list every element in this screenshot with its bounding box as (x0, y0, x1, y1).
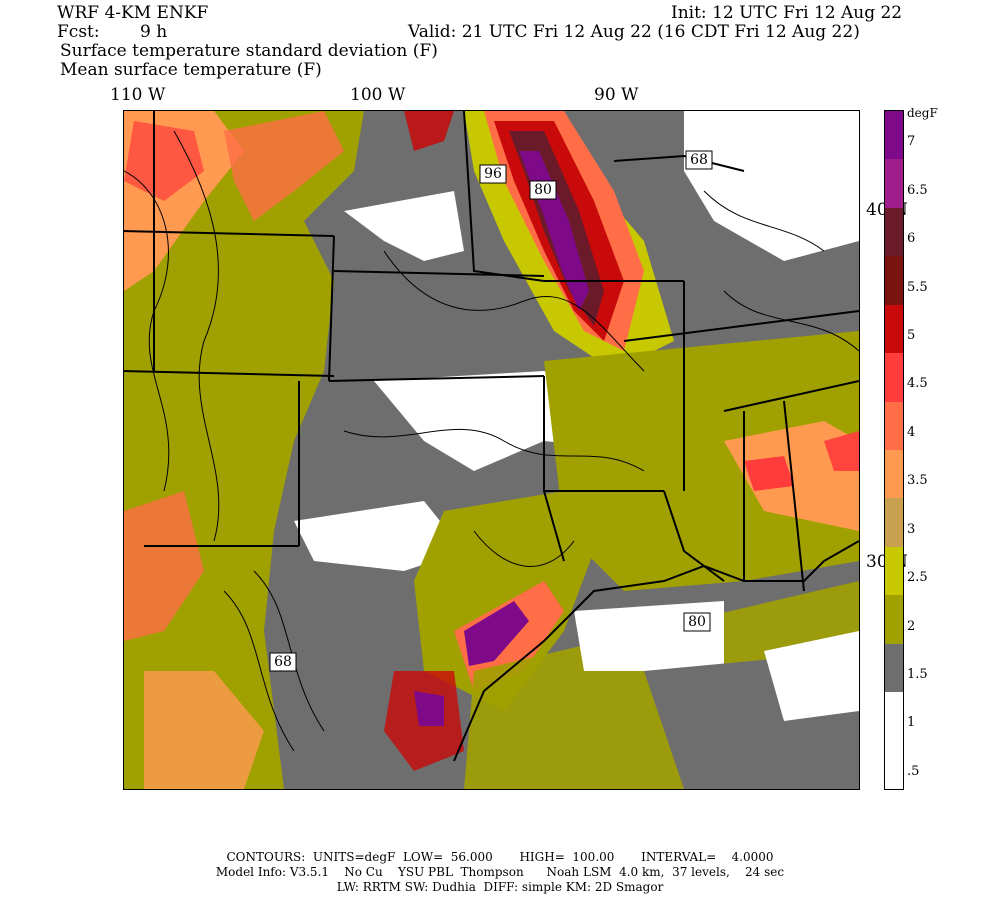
colorbar-segment (885, 111, 903, 160)
shade-north-red (404, 111, 454, 151)
colorbar (884, 110, 904, 790)
colorbar-segment (885, 401, 903, 450)
shade-nw-red (124, 121, 204, 201)
colorbar-segment (885, 595, 903, 644)
colorbar-tick-label: 2 (907, 618, 916, 634)
shade-white-ne (684, 111, 859, 261)
init-time: Init: 12 UTC Fri 12 Aug 22 (671, 3, 903, 23)
shade-gulf-white (574, 601, 724, 671)
colorbar-title: degF (907, 106, 938, 120)
forecast-hour: 9 h (140, 22, 168, 42)
colorbar-segment (885, 450, 903, 499)
shade-north-orange (224, 111, 344, 221)
colorbar-segment (885, 207, 903, 257)
shade-gulf-white-2 (764, 631, 859, 721)
state-boundaries (124, 111, 859, 592)
shade-texas-purple (464, 601, 529, 666)
shade-west-olive (124, 111, 364, 789)
colorbar-tick-label: 4.5 (907, 376, 928, 392)
colorbar-tick-label: 6 (907, 231, 916, 247)
shade-east-red (824, 431, 859, 471)
shade-white-1 (344, 191, 464, 261)
lon-label-100w: 100 W (350, 85, 406, 105)
shade-white-3 (294, 501, 464, 571)
colorbar-tick-label: 2.5 (907, 570, 928, 586)
colorbar-tick-label: 5.5 (907, 279, 928, 295)
contour-label-80-north: 80 (534, 182, 552, 198)
shade-se-red (744, 456, 794, 491)
footer-model-info: Model Info: V3.5.1 No Cu YSU PBL Thompso… (215, 865, 785, 879)
colorbar-tick-label: 3.5 (907, 473, 928, 489)
colorbar-tick-label: 6.5 (907, 182, 928, 198)
lon-label-110w: 110 W (110, 85, 166, 105)
footer-physics: LW: RRTM SW: Dudhia DIFF: simple KM: 2D … (336, 880, 664, 894)
colorbar-segment (885, 256, 903, 305)
footer-contours: CONTOURS: UNITS=degF LOW= 56.000 HIGH= 1… (226, 850, 774, 864)
temperature-contours (124, 130, 859, 752)
contour-label-68-south: 68 (274, 654, 292, 670)
colorbar-tick-label: 5 (907, 327, 916, 343)
colorbar-tick-label: 4 (907, 424, 916, 440)
field-title-shaded: Surface temperature standard deviation (… (60, 41, 438, 61)
model-title: WRF 4-KM ENKF (57, 3, 209, 23)
colorbar-segment (885, 498, 903, 547)
colorbar-tick-label: .5 (907, 763, 920, 779)
forecast-label: Fcst: (57, 22, 100, 42)
gulf-coastline (453, 540, 859, 762)
map-panel: 96 80 68 80 68 (123, 110, 860, 790)
colorbar-segment (885, 692, 903, 741)
colorbar-segment (885, 546, 903, 596)
colorbar-tick-label: 1.5 (907, 666, 928, 682)
colorbar-tick-label: 7 (907, 134, 916, 150)
shade-stx-purple (414, 691, 444, 726)
colorbar-segment (885, 740, 903, 789)
colorbar-tick-label: 3 (907, 521, 916, 537)
lon-label-90w: 90 W (594, 85, 639, 105)
shade-west-orange (124, 491, 204, 641)
contour-label-68-north: 68 (690, 152, 708, 168)
colorbar-segment (885, 353, 903, 402)
field-title-contours: Mean surface temperature (F) (60, 60, 322, 80)
contour-label-96: 96 (484, 166, 502, 182)
valid-time: Valid: 21 UTC Fri 12 Aug 22 (16 CDT Fri … (408, 22, 860, 42)
colorbar-segment (885, 159, 903, 208)
contour-label-group (269, 150, 713, 672)
shade-texas-olive (414, 491, 594, 711)
colorbar-tick-label: 1 (907, 715, 916, 731)
colorbar-segment (885, 304, 903, 354)
shade-sw-orange (144, 671, 264, 789)
contour-label-80-south: 80 (688, 614, 706, 630)
shade-se-olive (544, 331, 859, 591)
colorbar-segment (885, 643, 903, 693)
map-graphic (124, 111, 859, 789)
